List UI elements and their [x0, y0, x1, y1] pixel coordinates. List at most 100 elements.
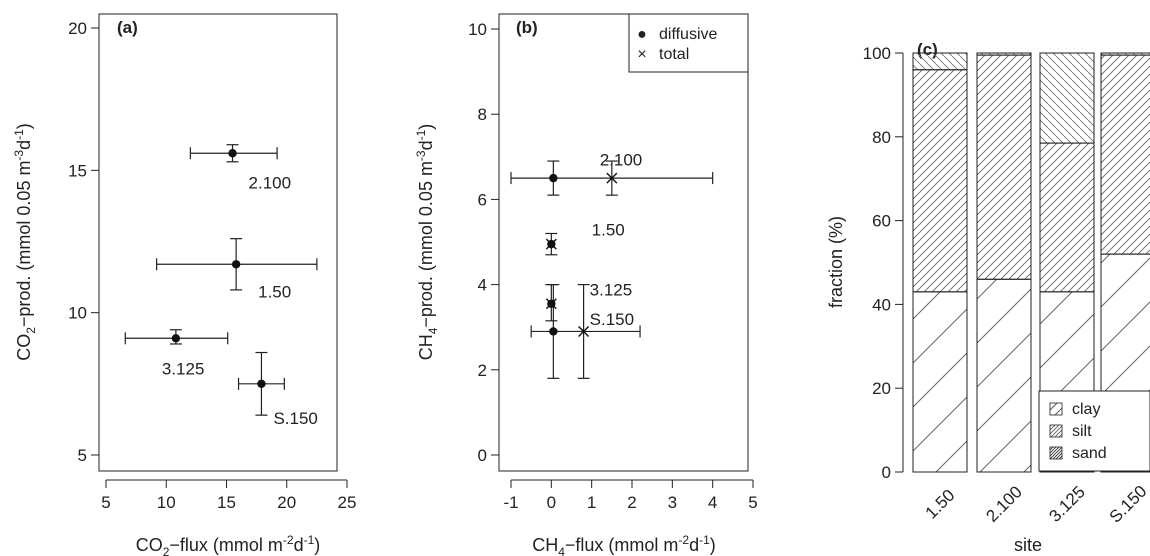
panel-b-marks: 2.100 1.50 3.125 S.150: [510, 150, 714, 379]
point-label: S.150: [590, 310, 634, 329]
y-tick-label: 4: [478, 276, 487, 295]
data-point: [231, 260, 241, 269]
x-tick-label: 3: [668, 493, 677, 512]
x-axis-label: CO2−flux (mmol m-2d-1): [136, 533, 321, 556]
x-tick-label: 1.50: [922, 486, 959, 523]
marker-stroke: [578, 325, 590, 337]
data-point-total: [578, 325, 590, 337]
legend-label-silt: silt: [1072, 423, 1092, 440]
data-point-total: [606, 172, 618, 184]
legend: clay silt sand: [1038, 390, 1150, 472]
y-axis-label: CH4−prod. (mmol 0.05 m-3d-1): [414, 124, 440, 361]
legend-label-sand: sand: [1072, 445, 1107, 462]
panel-label: (b): [516, 18, 538, 37]
x-tick-label: 2.100: [982, 482, 1026, 526]
x-tick-label: 5: [101, 493, 110, 512]
x-tick-label: 15: [217, 493, 236, 512]
y-tick-label: 40: [872, 295, 891, 314]
data-point: [257, 379, 266, 389]
y-tick-label: 60: [872, 212, 891, 231]
data-point-diffusive: [549, 327, 558, 336]
legend-label-diffusive: diffusive: [659, 26, 718, 43]
point-label: 2.100: [249, 173, 292, 192]
legend-swatch-silt: [1049, 424, 1063, 438]
point-label: 3.125: [162, 359, 205, 378]
y-axis-label: CO2−prod. (mmol 0.05 m-3d-1): [12, 123, 38, 361]
legend-label-total: total: [659, 46, 689, 63]
y-tick-label: 0: [882, 463, 891, 482]
bar-silt: [912, 69, 968, 293]
x-tick-label: 20: [277, 493, 296, 512]
data-point-total: [545, 238, 557, 250]
y-axis: 5 10 15 20: [68, 19, 100, 465]
x-tick-label: 5: [748, 493, 757, 512]
x-tick-label: -1: [503, 493, 518, 512]
panel-c-bars: [912, 52, 1150, 473]
marker-stroke: [545, 298, 557, 310]
legend-marker-diffusive: ●: [637, 26, 647, 43]
x-tick-label: 10: [157, 493, 176, 512]
y-tick-label: 10: [68, 304, 87, 323]
x-tick-label: 25: [338, 493, 357, 512]
data-point-total: [545, 298, 557, 310]
x-tick-label: 1: [587, 493, 596, 512]
plot-frame: [498, 13, 749, 472]
point-label: 1.50: [258, 282, 291, 301]
marker-stroke: [545, 238, 557, 250]
y-tick-label: 100: [863, 44, 891, 63]
bar-silt: [1100, 54, 1150, 255]
point-label: S.150: [273, 409, 317, 428]
y-axis-label: fraction (%): [826, 216, 846, 308]
bar-sand: [976, 52, 1032, 56]
bar-sand: [1039, 52, 1095, 144]
x-axis-label: CH4−flux (mmol m-2d-1): [532, 533, 716, 556]
legend-marker-total: ×: [637, 46, 646, 63]
bar-silt: [1039, 142, 1095, 293]
bar-clay: [976, 278, 1032, 473]
marker-stroke: [606, 172, 618, 184]
legend-swatch-clay: [1049, 402, 1063, 416]
panel-a: (a) 2.100 1.50 3.125 S.150 5 10 15 20 25 5 10 15 2…: [12, 13, 357, 556]
bar-clay: [912, 291, 968, 473]
bar-sand: [1100, 52, 1150, 56]
bar-silt: [976, 54, 1032, 280]
data-point: [171, 334, 181, 343]
y-tick-label: 80: [872, 128, 891, 147]
x-axis: -1 0 1 2 3 4 5: [503, 479, 758, 512]
y-tick-label: 2: [478, 361, 487, 380]
x-axis-label: site: [1014, 535, 1042, 555]
legend-label-clay: clay: [1072, 401, 1100, 418]
x-tick-label: 2: [627, 493, 636, 512]
panel-b: (b) 2.100 1.50 3.125 S.150 -1 0 1 2 3 4 5 0 2 4 6 8 10…: [414, 13, 758, 556]
point-label: 1.50: [592, 221, 625, 240]
y-tick-label: 5: [78, 446, 87, 465]
panel-a-marks: 2.100 1.50 3.125 S.150: [124, 144, 318, 428]
point-label: 3.125: [590, 280, 633, 299]
y-axis: 0 20 40 60 80 100: [863, 44, 904, 482]
x-axis: 5 10 15 20 25: [101, 479, 357, 512]
x-axis: 1.50 2.100 3.125 S.150: [922, 482, 1150, 527]
legend-swatch-sand: [1049, 446, 1063, 460]
y-tick-label: 15: [68, 161, 87, 180]
legend-box: [628, 13, 749, 73]
y-tick-label: 20: [872, 379, 891, 398]
x-tick-label: 3.125: [1045, 482, 1089, 526]
y-tick-label: 10: [468, 20, 487, 39]
point-label: 2.100: [600, 150, 643, 169]
x-tick-label: S.150: [1106, 482, 1150, 527]
data-point: [228, 149, 237, 158]
x-tick-label: 0: [547, 493, 556, 512]
plot-frame: [98, 13, 338, 472]
panel-label: (a): [117, 18, 138, 37]
x-tick-label: 4: [708, 493, 717, 512]
y-tick-label: 8: [478, 105, 487, 124]
y-tick-label: 6: [478, 190, 487, 209]
y-tick-label: 0: [478, 446, 487, 465]
y-axis: 0 2 4 6 8 10: [468, 20, 500, 465]
legend: ● diffusive × total: [628, 13, 749, 73]
y-tick-label: 20: [68, 19, 87, 38]
bar-sand: [912, 52, 968, 71]
data-point-diffusive: [549, 173, 558, 183]
